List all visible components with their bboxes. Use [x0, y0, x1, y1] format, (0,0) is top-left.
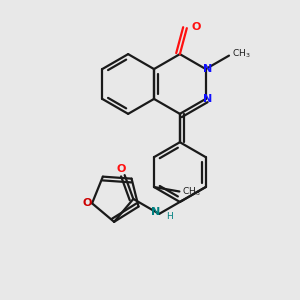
- Text: N: N: [203, 94, 212, 104]
- Text: N: N: [203, 64, 212, 74]
- Text: CH$_3$: CH$_3$: [232, 48, 251, 60]
- Text: O: O: [191, 22, 201, 32]
- Text: H: H: [166, 212, 173, 221]
- Text: CH$_3$: CH$_3$: [182, 185, 200, 198]
- Text: O: O: [116, 164, 125, 173]
- Text: O: O: [83, 198, 92, 208]
- Text: N: N: [151, 207, 160, 217]
